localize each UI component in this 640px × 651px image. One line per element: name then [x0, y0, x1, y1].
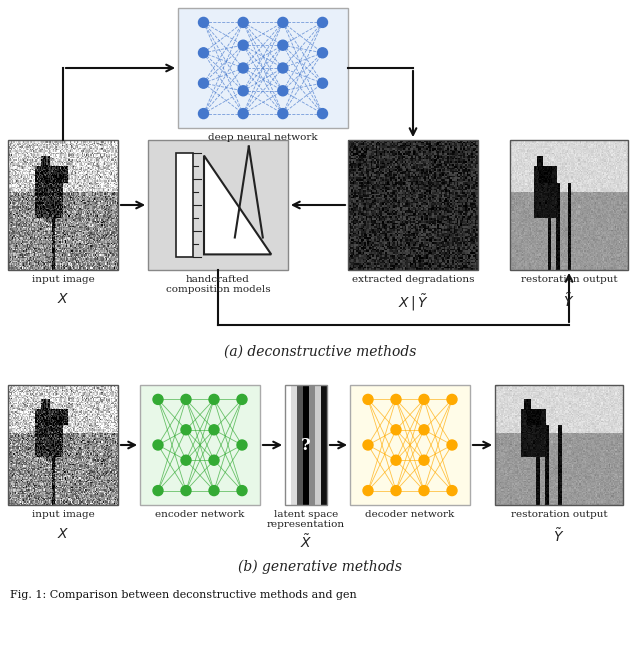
Circle shape	[278, 63, 288, 73]
Text: $\tilde{X}$: $\tilde{X}$	[300, 533, 312, 551]
Bar	[285, 385, 327, 505]
Circle shape	[198, 109, 209, 118]
Circle shape	[278, 109, 288, 118]
Circle shape	[237, 486, 247, 495]
Circle shape	[419, 425, 429, 435]
Bar	[285, 385, 291, 505]
Text: input image: input image	[31, 275, 94, 284]
Circle shape	[238, 63, 248, 73]
Bar	[495, 385, 623, 505]
Circle shape	[209, 425, 219, 435]
Text: handcrafted
composition models: handcrafted composition models	[166, 275, 270, 294]
Circle shape	[391, 395, 401, 404]
Circle shape	[153, 486, 163, 495]
Bar	[148, 140, 288, 270]
Circle shape	[391, 486, 401, 495]
Circle shape	[363, 395, 373, 404]
Bar	[178, 8, 348, 128]
Circle shape	[317, 48, 328, 58]
Bar	[315, 385, 321, 505]
Circle shape	[209, 395, 219, 404]
Circle shape	[153, 440, 163, 450]
Circle shape	[447, 395, 457, 404]
Circle shape	[391, 425, 401, 435]
Circle shape	[238, 18, 248, 27]
Bar	[348, 140, 478, 270]
Text: (b) generative methods: (b) generative methods	[238, 560, 402, 574]
Circle shape	[278, 40, 288, 50]
Circle shape	[209, 455, 219, 465]
Bar	[8, 385, 118, 505]
Circle shape	[181, 395, 191, 404]
Circle shape	[153, 395, 163, 404]
Bar	[8, 140, 118, 270]
Bar	[140, 385, 260, 505]
Circle shape	[278, 86, 288, 96]
Bar	[176, 153, 193, 257]
Bar	[321, 385, 327, 505]
Circle shape	[181, 455, 191, 465]
Text: restoration output: restoration output	[521, 275, 618, 284]
Bar	[291, 385, 297, 505]
Text: Fig. 1: Comparison between deconstructive methods and gen: Fig. 1: Comparison between deconstructiv…	[10, 590, 356, 600]
Circle shape	[317, 78, 328, 88]
Circle shape	[238, 86, 248, 96]
Circle shape	[419, 455, 429, 465]
Bar	[297, 385, 303, 505]
Circle shape	[209, 486, 219, 495]
Circle shape	[317, 109, 328, 118]
Text: deep neural network: deep neural network	[208, 133, 318, 142]
Polygon shape	[204, 156, 271, 255]
Bar	[303, 385, 309, 505]
Text: $\tilde{Y}$: $\tilde{Y}$	[563, 292, 575, 310]
Text: extracted degradations: extracted degradations	[352, 275, 474, 284]
Circle shape	[317, 18, 328, 27]
Text: $\tilde{Y}$: $\tilde{Y}$	[554, 527, 564, 545]
Circle shape	[363, 440, 373, 450]
Circle shape	[237, 440, 247, 450]
Circle shape	[198, 18, 209, 27]
Text: $X\,|\,\tilde{Y}$: $X\,|\,\tilde{Y}$	[397, 292, 428, 312]
Circle shape	[198, 48, 209, 58]
Text: $X$: $X$	[57, 527, 69, 541]
Circle shape	[419, 486, 429, 495]
Text: encoder network: encoder network	[156, 510, 244, 519]
Bar	[510, 140, 628, 270]
Bar	[350, 385, 470, 505]
Circle shape	[447, 486, 457, 495]
Circle shape	[237, 395, 247, 404]
Circle shape	[447, 440, 457, 450]
Circle shape	[181, 486, 191, 495]
Circle shape	[363, 486, 373, 495]
Circle shape	[391, 455, 401, 465]
Circle shape	[238, 40, 248, 50]
Circle shape	[238, 109, 248, 118]
Text: restoration output: restoration output	[511, 510, 607, 519]
Text: $X$: $X$	[57, 292, 69, 306]
Text: input image: input image	[31, 510, 94, 519]
Text: (a) deconstructive methods: (a) deconstructive methods	[224, 345, 416, 359]
Circle shape	[278, 18, 288, 27]
Circle shape	[198, 78, 209, 88]
Text: ?: ?	[301, 437, 311, 454]
Circle shape	[181, 425, 191, 435]
Text: latent space
representation: latent space representation	[267, 510, 345, 529]
Bar	[309, 385, 315, 505]
Circle shape	[419, 395, 429, 404]
Text: decoder network: decoder network	[365, 510, 454, 519]
